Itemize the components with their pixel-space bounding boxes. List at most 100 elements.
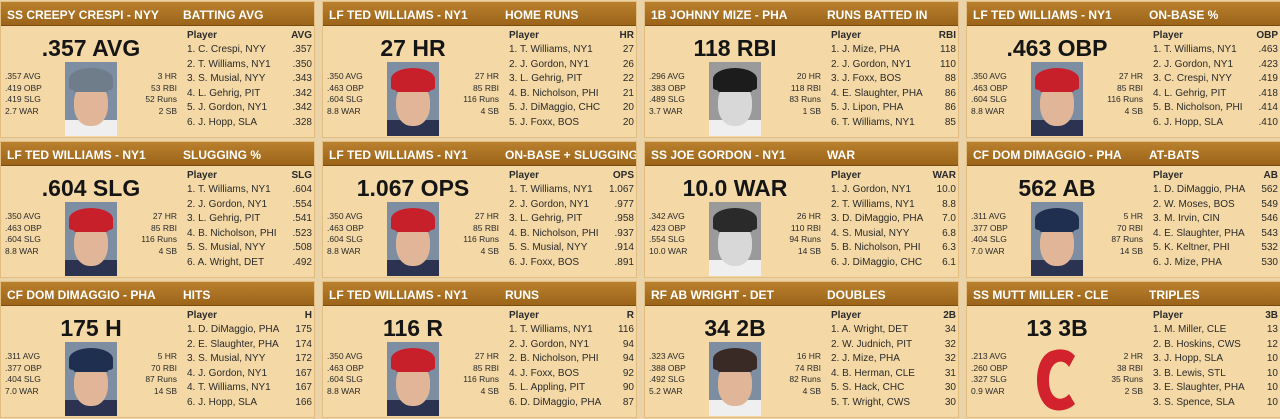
leader-player-name[interactable]: RF AB WRIGHT - DET — [651, 288, 774, 302]
column-header-player[interactable]: Player — [509, 170, 540, 181]
leader-name[interactable]: 5. S. Hack, CHC — [831, 382, 905, 393]
leader-card[interactable]: 1B JOHNNY MIZE - PHA RUNS BATTED IN 118 RB… — [644, 1, 959, 138]
column-header-stat[interactable]: OPS — [612, 170, 634, 181]
column-header-stat[interactable]: 2B — [943, 310, 956, 321]
player-photo[interactable] — [1031, 62, 1083, 136]
table-row[interactable]: 3. C. Crespi, NYY .419 — [1149, 72, 1280, 87]
leader-name[interactable]: 3. E. Slaughter, PHA — [1153, 382, 1245, 393]
player-photo[interactable] — [709, 62, 761, 136]
leader-card[interactable]: LF TED WILLIAMS - NY1 ON-BASE + SLUGGING 1… — [322, 141, 637, 278]
table-row[interactable]: 5. B. Nicholson, PHI .414 — [1149, 101, 1280, 116]
leader-name[interactable]: 4. L. Gehrig, PIT — [187, 87, 261, 99]
table-row[interactable]: 1. J. Gordon, NY1 10.0 — [827, 183, 958, 198]
leader-card[interactable]: SS MUTT MILLER - CLE TRIPLES 13 3B .213 AVG… — [966, 281, 1280, 418]
column-header-stat[interactable]: AB — [1263, 170, 1278, 181]
column-header-stat[interactable]: R — [626, 310, 634, 321]
table-row[interactable]: 4. J. Foxx, BOS 92 — [505, 367, 636, 382]
leader-card[interactable]: CF DOM DIMAGGIO - PHA HITS 175 H .311 AVG .3… — [0, 281, 315, 418]
leader-name[interactable]: 1. T. Williams, NY1 — [187, 184, 271, 195]
table-row[interactable]: 1. D. DiMaggio, PHA 175 — [183, 323, 314, 338]
table-row[interactable]: 2. J. Gordon, NY1 .554 — [183, 198, 314, 213]
leader-name[interactable]: 1. A. Wright, DET — [831, 324, 909, 335]
leader-name[interactable]: 4. B. Nicholson, PHI — [187, 227, 277, 239]
leader-player-name[interactable]: 1B JOHNNY MIZE - PHA — [651, 8, 788, 22]
leader-name[interactable]: 3. B. Lewis, STL — [1153, 367, 1226, 379]
column-header-stat[interactable]: H — [304, 310, 312, 321]
column-header-stat[interactable]: OBP — [1256, 30, 1278, 41]
column-header-player[interactable]: Player — [187, 170, 218, 181]
table-row[interactable]: 4. B. Herman, CLE 31 — [827, 367, 958, 382]
leader-name[interactable]: 4. J. Gordon, NY1 — [187, 367, 268, 379]
player-photo[interactable] — [387, 202, 439, 276]
table-row[interactable]: 2. T. Williams, NY1 .350 — [183, 58, 314, 73]
table-row[interactable]: 5. J. Gordon, NY1 .342 — [183, 101, 314, 116]
table-row[interactable]: 4. B. Nicholson, PHI .937 — [505, 227, 636, 242]
table-row[interactable]: 4. L. Gehrig, PIT .418 — [1149, 87, 1280, 102]
leader-name[interactable]: 2. J. Gordon, NY1 — [509, 198, 590, 210]
leader-name[interactable]: 5. J. DiMaggio, CHC — [509, 102, 601, 113]
table-row[interactable]: 3. S. Spence, SLA 10 — [1149, 396, 1280, 411]
leader-name[interactable]: 6. J. Mize, PHA — [1153, 256, 1222, 268]
table-row[interactable]: 2. J. Gordon, NY1 110 — [827, 58, 958, 73]
table-row[interactable]: 1. A. Wright, DET 34 — [827, 323, 958, 338]
leader-name[interactable]: 3. S. Musial, NYY — [187, 353, 266, 364]
leader-name[interactable]: 5. J. Lipon, PHA — [831, 102, 904, 113]
leader-card[interactable]: RF AB WRIGHT - DET DOUBLES 34 2B .323 AVG .3… — [644, 281, 959, 418]
leader-name[interactable]: 3. C. Crespi, NYY — [1153, 73, 1232, 84]
column-header-player[interactable]: Player — [1153, 310, 1184, 321]
column-header-player[interactable]: Player — [831, 310, 862, 321]
leader-name[interactable]: 1. D. DiMaggio, PHA — [1153, 184, 1246, 195]
leader-name[interactable]: 6. J. Hopp, SLA — [187, 396, 258, 408]
leader-name[interactable]: 6. A. Wright, DET — [187, 256, 265, 268]
leader-name[interactable]: 4. J. Foxx, BOS — [509, 367, 580, 379]
leader-player-name[interactable]: LF TED WILLIAMS - NY1 — [7, 148, 146, 162]
leader-name[interactable]: 6. J. Hopp, SLA — [1153, 116, 1224, 128]
table-row[interactable]: 3. S. Musial, NYY .343 — [183, 72, 314, 87]
column-header-player[interactable]: Player — [831, 30, 862, 41]
leader-name[interactable]: 3. J. Foxx, BOS — [831, 73, 902, 84]
table-row[interactable]: 6. J. Mize, PHA 530 — [1149, 256, 1280, 271]
leader-name[interactable]: 5. B. Nicholson, PHI — [1153, 102, 1243, 113]
leader-name[interactable]: 1. T. Williams, NY1 — [509, 184, 593, 195]
leader-name[interactable]: 2. J. Gordon, NY1 — [1153, 58, 1234, 70]
leader-card[interactable]: LF TED WILLIAMS - NY1 SLUGGING % .604 SLG.… — [0, 141, 315, 278]
column-header-player[interactable]: Player — [1153, 30, 1184, 41]
leader-name[interactable]: 5. T. Wright, CWS — [831, 396, 911, 408]
column-header-stat[interactable]: WAR — [932, 170, 956, 181]
table-row[interactable]: 2. J. Gordon, NY1 .423 — [1149, 58, 1280, 73]
table-row[interactable]: 4. B. Nicholson, PHI .523 — [183, 227, 314, 242]
leader-name[interactable]: 3. J. Hopp, SLA — [1153, 353, 1224, 364]
leader-card[interactable]: LF TED WILLIAMS - NY1 HOME RUNS 27 HR .350 … — [322, 1, 637, 138]
leader-name[interactable]: 2. J. Mize, PHA — [831, 353, 900, 364]
column-header-player[interactable]: Player — [509, 30, 540, 41]
leader-player-name[interactable]: SS CREEPY CRESPI - NYY — [7, 8, 159, 22]
leader-player-name[interactable]: CF DOM DIMAGGIO - PHA — [973, 148, 1122, 162]
table-row[interactable]: 1. T. Williams, NY1 116 — [505, 323, 636, 338]
leader-player-name[interactable]: LF TED WILLIAMS - NY1 — [329, 288, 468, 302]
leader-name[interactable]: 1. T. Williams, NY1 — [509, 324, 593, 335]
leader-player-name[interactable]: CF DOM DIMAGGIO - PHA — [7, 288, 156, 302]
player-photo[interactable] — [1031, 202, 1083, 276]
leader-name[interactable]: 2. T. Williams, NY1 — [831, 198, 915, 210]
table-row[interactable]: 5. J. Lipon, PHA 86 — [827, 101, 958, 116]
table-row[interactable]: 1. C. Crespi, NYY .357 — [183, 43, 314, 58]
table-row[interactable]: 2. W. Judnich, PIT 32 — [827, 338, 958, 353]
table-row[interactable]: 3. J. Hopp, SLA 10 — [1149, 352, 1280, 367]
leader-name[interactable]: 2. J. Gordon, NY1 — [509, 338, 590, 350]
leader-name[interactable]: 3. S. Musial, NYY — [187, 73, 266, 84]
table-row[interactable]: 3. L. Gehrig, PIT .958 — [505, 212, 636, 227]
table-row[interactable]: 1. D. DiMaggio, PHA 562 — [1149, 183, 1280, 198]
leader-name[interactable]: 2. J. Gordon, NY1 — [187, 198, 268, 210]
player-photo[interactable] — [65, 342, 117, 416]
table-row[interactable]: 5. S. Musial, NYY .914 — [505, 241, 636, 256]
leader-name[interactable]: 3. L. Gehrig, PIT — [509, 213, 583, 224]
leader-name[interactable]: 5. J. Gordon, NY1 — [187, 102, 268, 113]
column-header-player[interactable]: Player — [187, 310, 218, 321]
table-row[interactable]: 1. J. Mize, PHA 118 — [827, 43, 958, 58]
table-row[interactable]: 4. E. Slaughter, PHA 543 — [1149, 227, 1280, 242]
player-photo[interactable] — [65, 62, 117, 136]
table-row[interactable]: 4. S. Musial, NYY 6.8 — [827, 227, 958, 242]
leader-name[interactable]: 6. J. Foxx, BOS — [509, 256, 580, 268]
column-header-player[interactable]: Player — [187, 30, 218, 41]
table-row[interactable]: 3. M. Irvin, CIN 546 — [1149, 212, 1280, 227]
